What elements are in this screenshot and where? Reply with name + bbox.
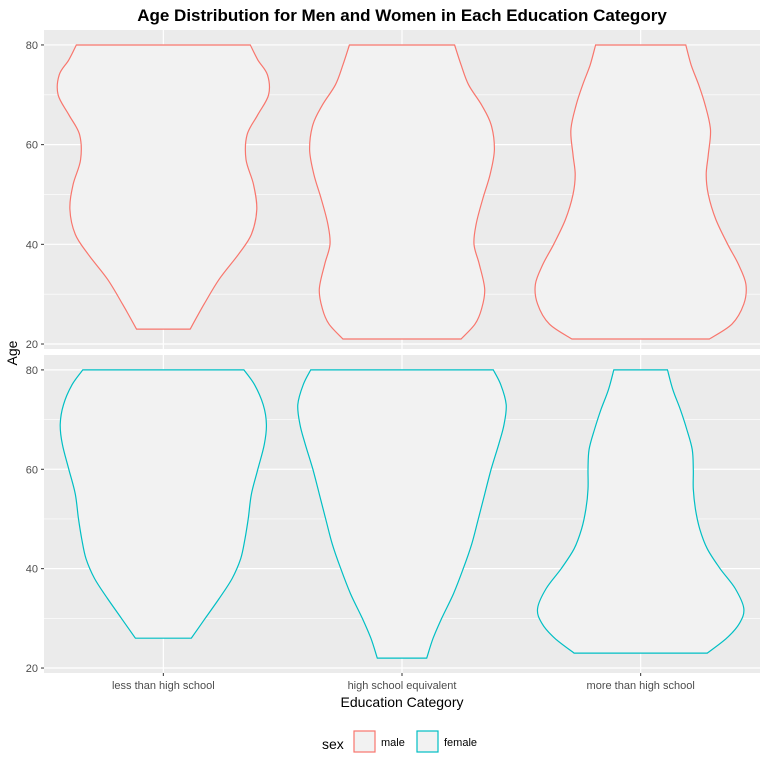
x-tick-label: high school equivalent: [348, 680, 457, 692]
legend-title: sex: [322, 736, 344, 752]
violin-male-3: [534, 44, 747, 340]
violin-female-1: [59, 369, 268, 639]
legend-label-male: male: [381, 737, 405, 749]
x-tick-label: more than high school: [587, 680, 695, 692]
y-tick-label: 60: [26, 464, 38, 476]
violin-male-1: [56, 44, 271, 330]
legend: sex male female: [322, 730, 477, 753]
panel-female: 20 40 60 80: [26, 355, 760, 675]
chart-title: Age Distribution for Men and Women in Ea…: [137, 6, 667, 25]
y-tick-label: 80: [26, 40, 38, 52]
legend-key-male: [353, 730, 376, 753]
y-tick-label: 40: [26, 239, 38, 251]
y-tick-label: 20: [26, 663, 38, 675]
x-tick-labels: less than high school high school equival…: [112, 673, 695, 692]
legend-label-female: female: [444, 737, 477, 749]
legend-items: male female: [353, 730, 477, 753]
violin-male-2: [308, 44, 496, 340]
y-tick-label: 40: [26, 564, 38, 576]
y-tick-label: 20: [26, 339, 38, 351]
violin-female-3: [536, 369, 745, 654]
x-tick-label: less than high school: [112, 680, 215, 692]
y-axis-title: Age: [4, 340, 20, 365]
violin-female-2: [297, 369, 507, 659]
panel-male: 20 40 60 80: [26, 30, 760, 351]
y-tick-label: 80: [26, 365, 38, 377]
y-tick-label: 60: [26, 140, 38, 152]
x-axis-title: Education Category: [341, 694, 464, 710]
legend-key-female: [416, 730, 439, 753]
panels: 20 40 60 80 20 40 60 80: [26, 30, 760, 675]
